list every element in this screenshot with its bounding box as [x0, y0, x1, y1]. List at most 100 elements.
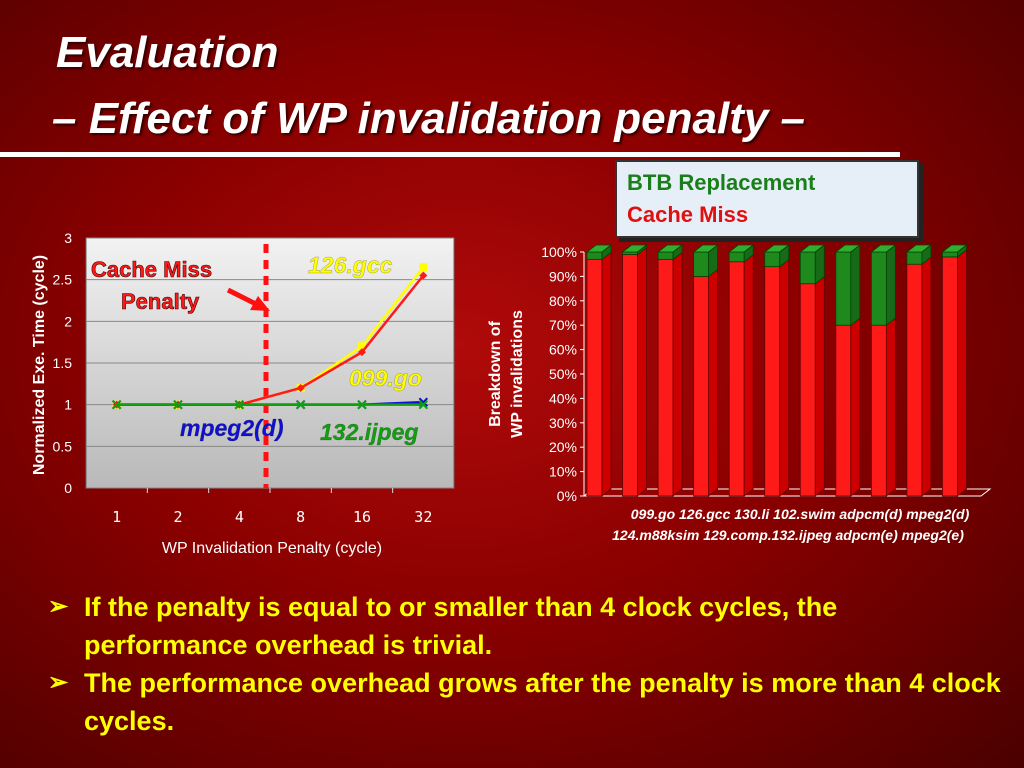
data-point [296, 384, 305, 392]
annotation-arrowhead-icon [250, 296, 270, 311]
bar-cache-miss-side [779, 258, 790, 497]
x-tick-labels-row2: 124.m88ksim 129.comp.132.ijpeg adpcm(e) … [612, 527, 964, 543]
arrow-bullet-icon: ➢ [48, 669, 69, 696]
x-axis-title: WP Invalidation Penalty (cycle) [162, 540, 382, 557]
y-axis-title: Normalized Exe. Time (cycle) [31, 255, 48, 475]
bar-btb-replacement-side [850, 244, 861, 327]
y-tick-label: 90% [549, 268, 577, 284]
bar-cache-miss [870, 324, 887, 497]
line-chart: 0 0.5 1 1.5 2 2.5 3 1 2 4 8 16 32 WP Invalidation Pen… [31, 230, 455, 557]
x-tick-label: 2 [173, 508, 182, 526]
y-tick-label: 80% [549, 293, 577, 309]
title-divider [0, 152, 900, 157]
bar-cache-miss [728, 261, 745, 497]
legend-cache-miss: Cache Miss [627, 202, 749, 227]
bar-top-face [941, 244, 968, 253]
y-tick-label: 1 [64, 397, 72, 413]
y-tick-label: 1.5 [53, 355, 73, 371]
data-point [419, 271, 428, 280]
bar-cache-miss [942, 256, 958, 497]
annotation-cache-miss: Cache Miss [91, 257, 212, 282]
y-tick-label: 50% [549, 366, 577, 382]
bar-cache-miss-side [850, 317, 861, 497]
y-tick-label: 2 [64, 313, 72, 329]
arrow-bullet-icon: ➢ [48, 593, 69, 620]
x-tick-label: 4 [235, 508, 244, 526]
bullet-list: ➢ If the penalty is equal to or smaller … [44, 588, 1004, 740]
bar-cache-miss [835, 324, 852, 497]
y-tick-label: 10% [549, 464, 577, 480]
y-tick-label: 20% [549, 439, 577, 455]
bar-cache-miss-side [885, 317, 896, 497]
y-axis-title-line1: Breakdown of [487, 320, 504, 426]
y-tick-label: 40% [549, 390, 577, 406]
bullet-item: ➢ The performance overhead grows after t… [44, 664, 1004, 740]
y-tick-label: 3 [64, 230, 72, 246]
data-point [419, 263, 428, 272]
y-tick-label: 2.5 [53, 272, 73, 288]
series-label: mpeg2(d) [180, 415, 284, 441]
bar-btb-replacement [728, 251, 745, 263]
y-tick-label: 0% [557, 488, 577, 504]
bar-top-face [799, 244, 826, 253]
bullet-item: ➢ If the penalty is equal to or smaller … [44, 588, 1004, 664]
bar-cache-miss-side [921, 256, 932, 497]
data-point [111, 399, 122, 410]
bar-btb-replacement [764, 251, 781, 268]
bar-cache-miss-side [637, 246, 647, 497]
series-label: 132.ijpeg [320, 419, 418, 445]
slide-title: Evaluation [56, 28, 279, 77]
y-tick-label: 0.5 [53, 438, 73, 454]
x-tick-labels-row1: 099.go 126.gcc 130.li 102.swim adpcm(d) … [631, 506, 970, 522]
bar-cache-miss [906, 263, 923, 497]
bar-btb-replacement [906, 251, 923, 265]
y-tick-label: 60% [549, 342, 577, 358]
data-point [173, 399, 183, 410]
x-tick-label: 32 [414, 508, 432, 526]
bar-btb-replacement-side [885, 244, 896, 327]
bar-btb-replacement [693, 251, 710, 277]
bar-btb-replacement [799, 251, 816, 285]
bar-chart-legend: BTB Replacement Cache Miss [615, 160, 919, 238]
y-tick-label: 30% [549, 415, 577, 431]
bar-top-face [870, 244, 897, 253]
bullet-text: The performance overhead grows after the… [84, 668, 1001, 736]
series-label: 126.gcc [308, 252, 393, 278]
annotation-penalty: Penalty [121, 289, 200, 314]
bar-cache-miss-side [672, 251, 683, 497]
stacked-bar-chart: 0% 10% 20% 30% 40% 50% 60% 70% 80% 90% 100% 099.go … [487, 244, 970, 543]
bar-btb-replacement [657, 251, 674, 260]
bar-cache-miss-side [708, 268, 719, 497]
slide-subtitle: – Effect of WP invalidation penalty – [52, 94, 806, 143]
bar-cache-miss [622, 254, 638, 497]
bar-cache-miss [657, 258, 674, 497]
x-tick-label: 8 [296, 508, 305, 526]
bar-cache-miss [693, 275, 710, 497]
x-tick-label: 1 [112, 508, 121, 526]
data-point [357, 399, 367, 410]
y-axis-title-line2: WP invalidations [509, 310, 526, 438]
bar-cache-miss-side [957, 249, 967, 497]
data-point [418, 399, 429, 410]
bar-btb-replacement [870, 251, 887, 326]
bar-top-face [656, 244, 684, 253]
bar-cache-miss [799, 283, 816, 497]
bar-cache-miss-side [743, 253, 754, 497]
bar-cache-miss-side [814, 275, 825, 497]
bar-top-face [763, 244, 790, 253]
data-point [234, 399, 245, 410]
bar-btb-replacement [942, 251, 958, 258]
legend-btb-replacement: BTB Replacement [627, 170, 816, 195]
bar-top-face [621, 244, 648, 253]
data-point [358, 348, 366, 357]
bullet-text: If the penalty is equal to or smaller th… [84, 592, 838, 660]
bar-top-face [585, 244, 613, 253]
bar-btb-replacement [586, 251, 603, 260]
y-tick-label: 0 [64, 480, 72, 496]
bar-top-face [905, 244, 933, 253]
bar-cache-miss-side [601, 251, 612, 497]
annotation-arrow-icon [226, 287, 258, 307]
data-point [295, 399, 306, 410]
bar-btb-replacement [835, 251, 852, 326]
bar-top-face [728, 244, 755, 253]
